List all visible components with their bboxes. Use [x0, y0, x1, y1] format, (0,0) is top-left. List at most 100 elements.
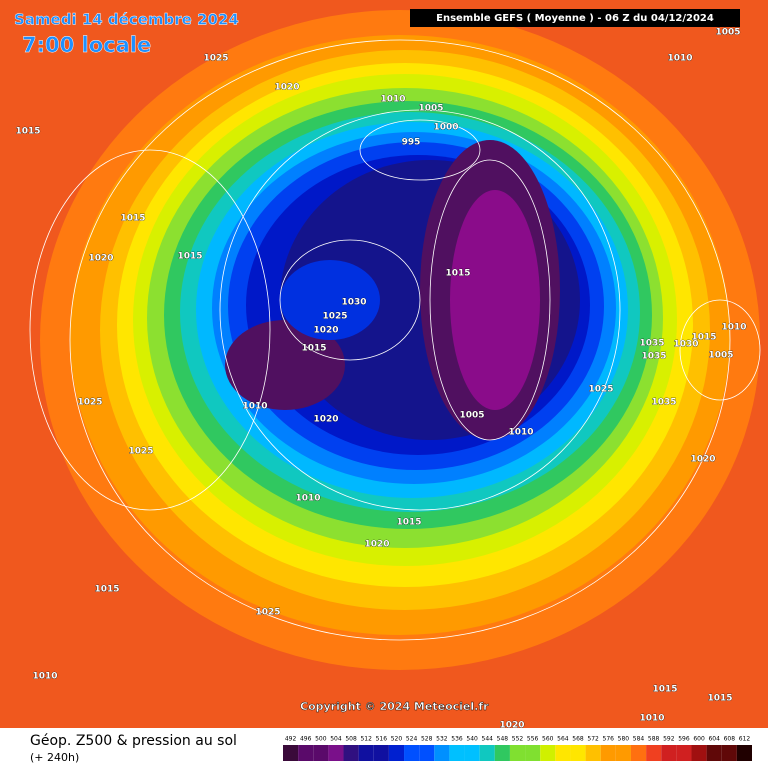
footer-title: Géop. Z500 & pression au sol [30, 733, 237, 749]
legend-label: 612 [739, 736, 751, 743]
geopotential-field [40, 10, 760, 670]
legend-label: 504 [330, 736, 342, 743]
legend-swatch [555, 745, 571, 761]
legend-swatch [540, 745, 556, 761]
time: 7:00 locale [22, 33, 151, 57]
legend-swatch [509, 745, 526, 761]
isobar-label: 1010 [667, 54, 692, 64]
legend-label: 516 [376, 736, 388, 743]
legend-label: 508 [345, 736, 357, 743]
colorbar: 492 496 500 504 508 512 516 520 524 528 532 536 540 5… [283, 736, 752, 761]
isobar-label: 1015 [301, 344, 326, 354]
isobar-label: 1015 [707, 694, 732, 704]
isobar-label: 1035 [641, 352, 666, 362]
legend-swatch [328, 745, 344, 761]
isobar-label: 1015 [445, 269, 470, 279]
legend-swatch [434, 745, 450, 761]
isobar-label: 1020 [88, 254, 113, 264]
isobar-label: 995 [402, 138, 421, 148]
isobar-label: 1020 [690, 455, 715, 465]
legend-label: 552 [512, 736, 524, 743]
legend-label: 568 [572, 736, 584, 743]
legend-swatch [404, 745, 420, 761]
legend-swatch [585, 745, 601, 761]
isobar-label: 1020 [313, 415, 338, 425]
legend-swatch [373, 745, 389, 761]
isobar-label: 1015 [15, 127, 40, 137]
legend-label: 604 [708, 736, 720, 743]
isobar-label: 1015 [94, 585, 119, 595]
isobar-label: 1010 [242, 402, 267, 412]
legend-swatch [630, 745, 647, 761]
legend-swatch [570, 745, 586, 761]
isobar-label: 1020 [364, 540, 389, 550]
date: Samedi 14 décembre 2024 [14, 11, 239, 29]
isobar-label: 1005 [708, 351, 733, 361]
legend-label: 524 [406, 736, 418, 743]
isobar-label: 1025 [77, 398, 102, 408]
legend-label: 608 [724, 736, 736, 743]
legend-swatch [313, 745, 329, 761]
isobar-label: 1010 [639, 714, 664, 724]
isobar-label: 1015 [396, 518, 421, 528]
legend-swatch [706, 745, 722, 761]
legend-swatch [449, 745, 465, 761]
run-box [410, 9, 740, 27]
legend-label: 492 [285, 736, 297, 743]
footer-lead: (+ 240h) [30, 751, 79, 764]
isobar-label: 1010 [32, 672, 57, 682]
isobar-label: 1035 [639, 339, 664, 349]
legend-swatch [646, 745, 662, 761]
legend-label: 572 [587, 736, 599, 743]
legend-label: 540 [466, 736, 478, 743]
legend-label: 496 [300, 736, 312, 743]
copyright: Copyright © 2024 Meteociel.fr [300, 700, 489, 713]
isobar-label: 1015 [120, 214, 145, 224]
isobar-label: 1030 [341, 298, 366, 308]
isobar-label: 1015 [691, 333, 716, 343]
isobar-label: 1025 [128, 447, 153, 457]
isobar-label: 1000 [433, 123, 458, 133]
legend-label: 596 [678, 736, 690, 743]
isobar-label: 1015 [177, 252, 202, 262]
isobar-label: 1025 [588, 385, 613, 395]
legend-swatch [388, 745, 405, 761]
isobar-label: 1005 [715, 28, 740, 38]
isobar-labels: 1005 1025 1010 1020 1015 1010 1005 1000 995 1015 1… [15, 27, 747, 731]
legend-label: 528 [421, 736, 433, 743]
legend-label: 576 [603, 736, 615, 743]
isobar-label: 1025 [322, 312, 347, 322]
legend-swatch [721, 745, 737, 761]
isobars [29, 39, 761, 641]
legend-swatch [283, 745, 299, 761]
legend-swatch [494, 745, 510, 761]
isobar-label: 1005 [459, 411, 484, 421]
legend-label: 532 [436, 736, 448, 743]
isobar-label: 1010 [295, 494, 320, 504]
isobar-label: 1025 [203, 54, 228, 64]
legend-label: 600 [693, 736, 705, 743]
legend-swatch [479, 745, 495, 761]
legend-swatch [464, 745, 480, 761]
legend-swatch [661, 745, 677, 761]
legend-label: 512 [360, 736, 372, 743]
isobar-label: 1020 [274, 83, 299, 93]
legend-label: 560 [542, 736, 554, 743]
legend-swatch [691, 745, 707, 761]
isobar-label: 1025 [255, 608, 280, 618]
legend-swatch [600, 745, 616, 761]
legend-label: 584 [633, 736, 645, 743]
isobar-label: 1010 [508, 428, 533, 438]
legend-swatch [525, 745, 541, 761]
legend-label: 592 [663, 736, 675, 743]
legend-label: 580 [618, 736, 630, 743]
legend-swatch [676, 745, 692, 761]
legend-label: 564 [557, 736, 569, 743]
legend-swatch [419, 745, 435, 761]
legend-swatch [736, 745, 752, 761]
isobar-label: 1015 [652, 685, 677, 695]
legend-swatch [615, 745, 631, 761]
run-info: Ensemble GEFS ( Moyenne ) - 06 Z du 04/1… [436, 13, 714, 24]
isobar-label: 1020 [499, 721, 524, 731]
